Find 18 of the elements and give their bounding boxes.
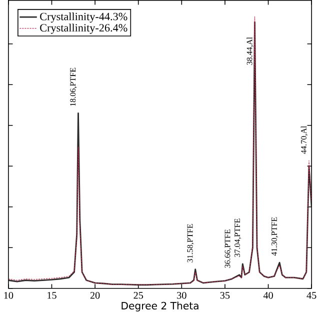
x-axis-title: Degree 2 Theta	[122, 302, 198, 312]
x-tick-label: 45	[306, 292, 316, 299]
annotation: 38.44,Al	[246, 37, 254, 65]
annotation: 36.66,PTFE	[224, 230, 232, 268]
x-tick-label: 10	[4, 292, 14, 299]
x-tick-label: 35	[220, 292, 230, 299]
legend-label: Crystallinity-26.4%	[40, 24, 128, 34]
x-tick-label: 40	[263, 292, 273, 299]
annotation: 44.70,Al	[300, 126, 308, 154]
legend-label: Crystallinity-44.3%	[40, 12, 128, 23]
x-tick-label: 20	[90, 292, 100, 299]
annotation: 37.04,PTFE	[234, 218, 242, 257]
annotation: 31.58,PTFE	[187, 224, 194, 262]
x-tick-label: 25	[134, 292, 144, 299]
x-tick-label: 15	[48, 292, 56, 299]
x-tick-label: 30	[177, 292, 186, 299]
annotation: 18.06,PTFE	[70, 68, 77, 106]
annotation: 41.30,PTFE	[271, 217, 278, 256]
